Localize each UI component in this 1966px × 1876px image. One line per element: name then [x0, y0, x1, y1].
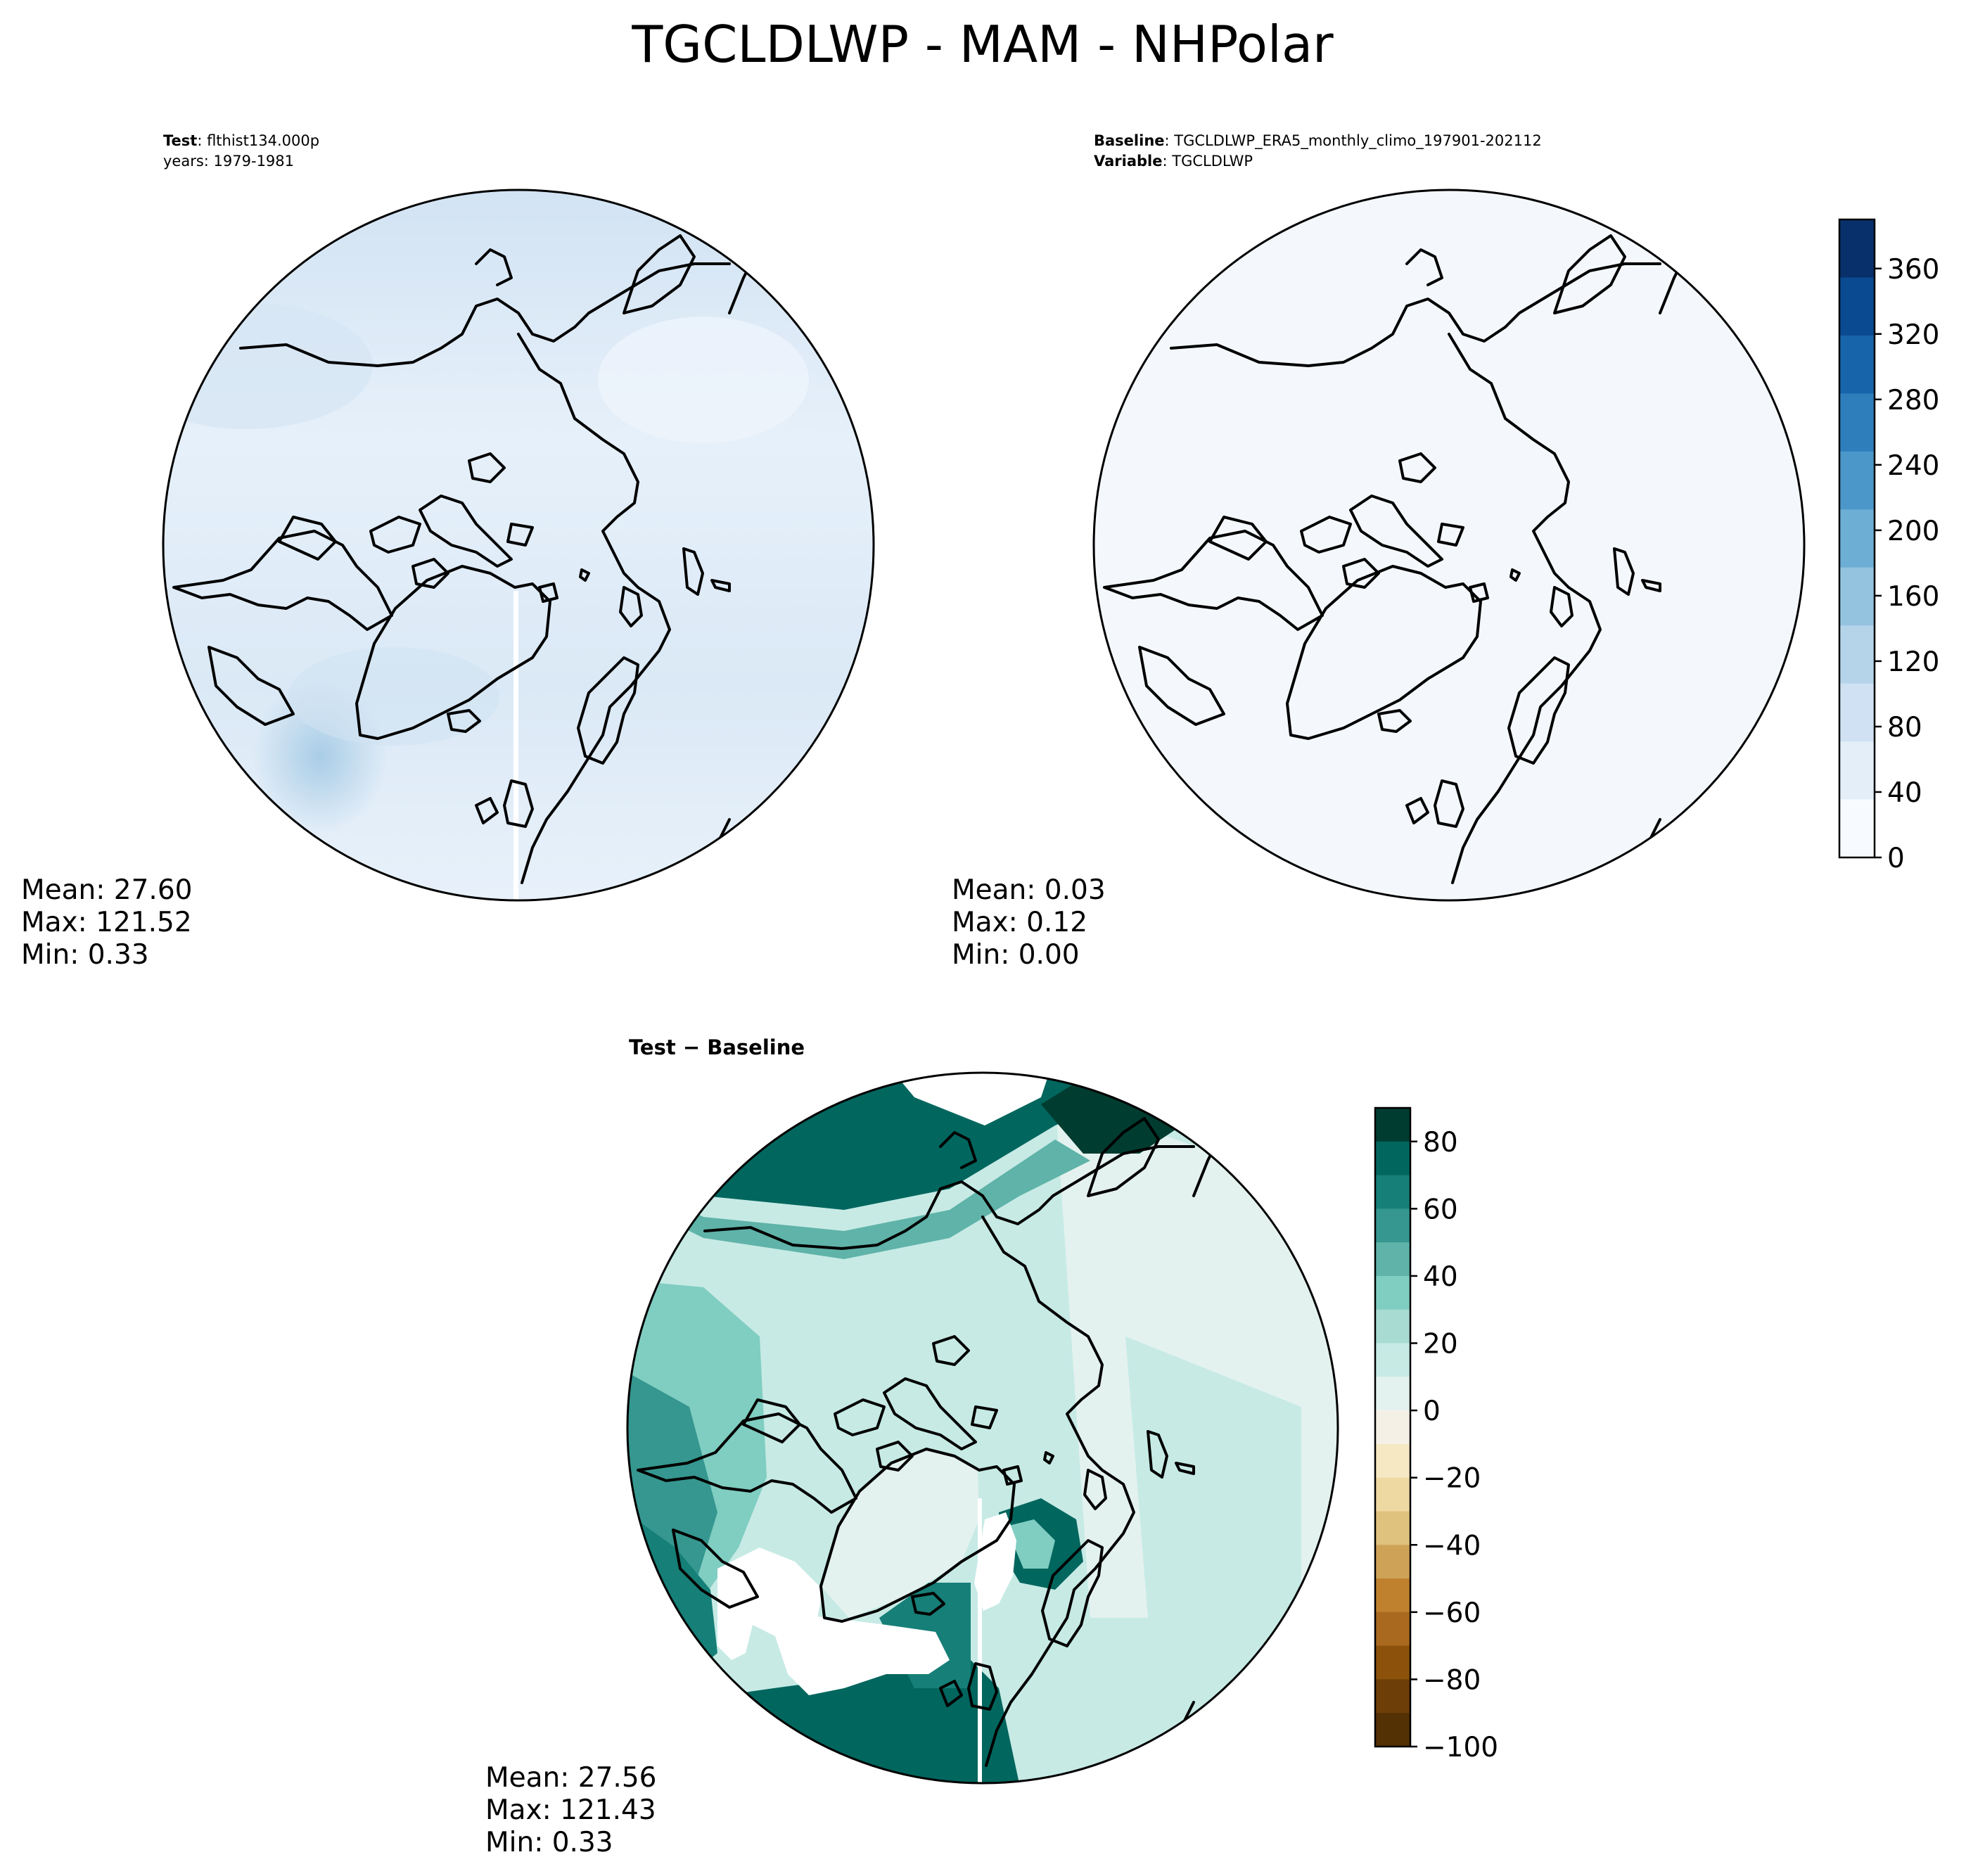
baseline-colorbar-segment: [1839, 509, 1875, 568]
baseline-header-line2: Variable: TGCLDLWP: [1094, 153, 1253, 170]
baseline-header-line1: Baseline: TGCLDLWP_ERA5_monthly_climo_19…: [1094, 132, 1542, 150]
baseline-colorbar-frame: [1838, 218, 1876, 859]
difference-map-boundary: [626, 1071, 1339, 1785]
difference-colorbar-segment: [1375, 1175, 1410, 1209]
test-header-line1: Test: flthist134.000p: [163, 132, 319, 149]
test-panel: Test: flthist134.000p years: 1979-1981 M…: [21, 132, 875, 971]
baseline-colorbar-tick-label: 160: [1887, 581, 1939, 613]
baseline-colorbar-segment: [1839, 335, 1875, 394]
difference-colorbar-segment: [1375, 1578, 1410, 1613]
difference-colorbar-segment: [1375, 1545, 1410, 1579]
difference-colorbar-segment: [1375, 1242, 1410, 1277]
difference-max: Max: 121.43: [485, 1794, 656, 1826]
baseline-map-field: [1094, 190, 1804, 900]
baseline-colorbar: 0 40 80 120 160 200 240 280 320 360: [1838, 218, 1939, 874]
difference-colorbar-tick-label: −100: [1423, 1732, 1498, 1763]
difference-colorbar-tick-label: 40: [1423, 1261, 1458, 1293]
difference-colorbar-frame: [1374, 1106, 1412, 1748]
baseline-colorbar-segment: [1839, 277, 1875, 336]
difference-colorbar-tick-label: 0: [1423, 1396, 1441, 1427]
difference-colorbar-segment: [1375, 1511, 1410, 1545]
baseline-colorbar-tick-label: 320: [1887, 319, 1939, 351]
test-header-years: years: 1979-1981: [163, 153, 294, 170]
baseline-colorbar-segment: [1839, 741, 1875, 800]
baseline-mean: Mean: 0.03: [952, 874, 1106, 906]
baseline-colorbar-tick-label: 120: [1887, 646, 1939, 678]
difference-colorbar-segment: [1375, 1713, 1410, 1747]
baseline-colorbar-segment: [1839, 451, 1875, 510]
baseline-colorbar-segment: [1839, 219, 1875, 279]
baseline-panel: Baseline: TGCLDLWP_ERA5_monthly_climo_19…: [952, 132, 1939, 971]
difference-colorbar-segment: [1375, 1141, 1410, 1176]
difference-colorbar-segment: [1375, 1443, 1410, 1479]
test-max: Max: 121.52: [21, 907, 192, 938]
baseline-colorbar-segment: [1839, 567, 1875, 626]
difference-colorbar: 80 60 40 20 0 −20 −40 −60 −80 −100: [1374, 1106, 1498, 1763]
test-mean: Mean: 27.60: [21, 874, 192, 906]
baseline-colorbar-segment: [1839, 799, 1875, 858]
test-header-label: Test: [163, 132, 197, 149]
difference-colorbar-tick-label: −60: [1423, 1597, 1481, 1629]
baseline-colorbar-tick-label: 80: [1887, 712, 1922, 744]
difference-panel: Test − Baseline: [485, 1035, 1498, 1858]
figure-title: TGCLDLWP - MAM - NHPolar: [631, 15, 1334, 74]
baseline-colorbar-tick-label: 200: [1887, 516, 1939, 547]
test-map-field: [163, 190, 874, 900]
difference-colorbar-segment: [1375, 1377, 1410, 1411]
difference-colorbar-tick-label: −20: [1423, 1463, 1481, 1495]
difference-colorbar-tick-label: −40: [1423, 1530, 1481, 1562]
difference-colorbar-segment: [1375, 1679, 1410, 1714]
baseline-colorbar-tick-label: 40: [1887, 777, 1922, 809]
difference-colorbar-segment: [1375, 1275, 1410, 1310]
baseline-colorbar-segment: [1839, 625, 1875, 684]
baseline-colorbar-tick-label: 280: [1887, 385, 1939, 416]
test-header-case: : flthist134.000p: [197, 132, 319, 149]
difference-colorbar-segment: [1375, 1645, 1410, 1680]
test-min: Min: 0.33: [21, 939, 149, 971]
baseline-min: Min: 0.00: [952, 939, 1080, 971]
baseline-variable-name: : TGCLDLWP: [1162, 153, 1253, 170]
difference-colorbar-tick-label: 80: [1423, 1127, 1458, 1159]
difference-colorbar-segment: [1375, 1612, 1410, 1647]
baseline-colorbar-tick-label: 0: [1887, 843, 1905, 874]
difference-colorbar-segment: [1375, 1108, 1410, 1142]
difference-colorbar-tick-label: 20: [1423, 1329, 1458, 1360]
baseline-colorbar-segment: [1839, 393, 1875, 452]
difference-min: Min: 0.33: [485, 1827, 613, 1858]
baseline-variable-label: Variable: [1094, 153, 1162, 170]
difference-colorbar-segment: [1375, 1410, 1410, 1445]
difference-colorbar-tick-label: −80: [1423, 1664, 1481, 1696]
difference-title: Test − Baseline: [629, 1035, 805, 1059]
baseline-header-label: Baseline: [1094, 132, 1165, 149]
baseline-map-boundary: [1092, 189, 1806, 902]
difference-colorbar-segment: [1375, 1208, 1410, 1243]
baseline-colorbar-segment: [1839, 683, 1875, 742]
baseline-colorbar-tick-label: 360: [1887, 254, 1939, 286]
baseline-header-file: : TGCLDLWP_ERA5_monthly_climo_197901-202…: [1165, 132, 1542, 150]
difference-colorbar-segment: [1375, 1343, 1410, 1377]
difference-colorbar-segment: [1375, 1477, 1410, 1512]
baseline-max: Max: 0.12: [952, 907, 1087, 938]
difference-colorbar-segment: [1375, 1309, 1410, 1344]
baseline-colorbar-tick-label: 240: [1887, 450, 1939, 482]
difference-colorbar-tick-label: 60: [1423, 1194, 1458, 1225]
test-map-boundary: [162, 189, 875, 902]
difference-mean: Mean: 27.56: [485, 1762, 656, 1794]
